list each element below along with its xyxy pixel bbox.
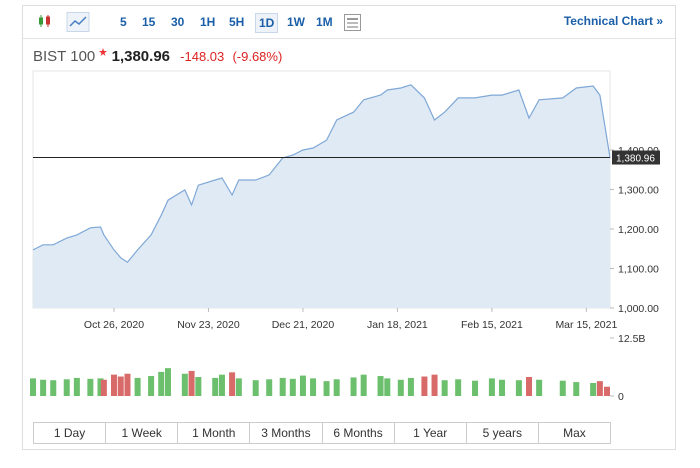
interval-button[interactable]: 15 [142, 15, 156, 29]
range-buttons: 1 Day 1 Week 1 Month 3 Months 6 Months 1 Year… [33, 422, 611, 444]
range-button[interactable]: 5 years [465, 423, 538, 443]
interval-button[interactable]: 1W [287, 15, 305, 29]
range-button[interactable]: 1 Day [53, 426, 86, 440]
change: -148.03 [180, 49, 225, 64]
status-marker [99, 48, 108, 56]
technical-chart-link[interactable]: Technical Chart » [563, 14, 663, 28]
range-button[interactable]: 6 Months [321, 423, 394, 443]
range-button[interactable]: 1 Week [105, 423, 177, 443]
quote-header: BIST 100 1,380.96 -148.03 (-9.68%) [33, 48, 282, 65]
range-button[interactable]: Max [537, 423, 610, 443]
interval-button[interactable]: 1H [200, 15, 216, 29]
interval-button[interactable]: 5 [120, 15, 127, 29]
change-percent: (-9.68%) [232, 49, 283, 64]
widget: 5 15 30 1H 5H 1D 1W 1M Technical Chart » BIST 1… [22, 5, 676, 450]
range-button[interactable]: 1 Month [177, 423, 249, 443]
range-button[interactable]: 1 Year [393, 423, 466, 443]
interval-button[interactable]: 1M [316, 15, 333, 29]
calendar-icon[interactable] [343, 13, 363, 33]
toolbar: 5 15 30 1H 5H 1D 1W 1M Technical Chart » [23, 6, 675, 39]
chart-type-icons[interactable] [37, 12, 97, 32]
interval-button[interactable]: 5H [229, 15, 245, 29]
price: 1,380.96 [111, 48, 170, 65]
interval-button[interactable]: 30 [171, 15, 185, 29]
range-button[interactable]: 3 Months [249, 423, 321, 443]
index-name: BIST 100 [33, 48, 96, 65]
interval-button[interactable]: 1D [255, 13, 279, 33]
